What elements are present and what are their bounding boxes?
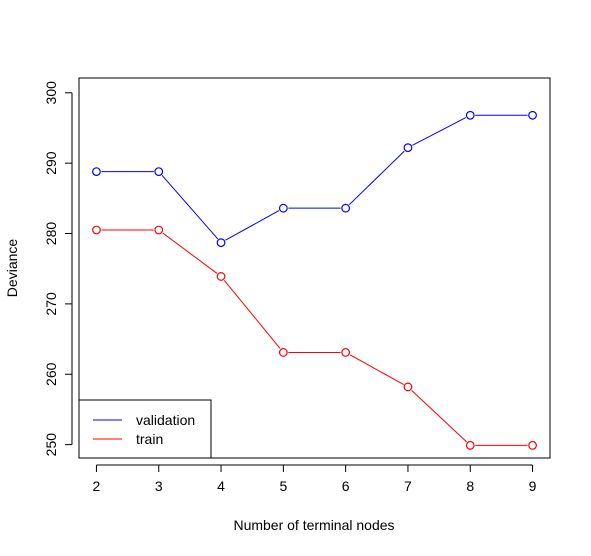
series-train: [92, 225, 537, 450]
train-point-7: [403, 382, 413, 392]
validation-segment-4: [348, 150, 405, 206]
legend-label-validation: validation: [136, 412, 195, 428]
x-tick-label-9: 9: [529, 478, 537, 494]
legend: validation train: [78, 399, 212, 459]
validation-segment-2: [225, 210, 280, 241]
x-tick-label-3: 3: [155, 478, 163, 494]
x-tick-label-2: 2: [93, 478, 101, 494]
x-tick-label-7: 7: [404, 478, 412, 494]
validation-point-8: [465, 110, 475, 120]
validation-point-4: [216, 238, 226, 248]
validation-segment-1: [161, 175, 219, 240]
validation-point-9: [528, 110, 537, 120]
train-point-2: [92, 225, 101, 235]
series-validation: [92, 110, 537, 248]
train-point-6: [341, 348, 351, 357]
plot-frame: [78, 77, 551, 459]
x-tick-label-6: 6: [342, 478, 350, 494]
train-segment-4: [349, 354, 404, 385]
train-point-4: [216, 272, 226, 281]
y-tick-label-300: 300: [43, 81, 59, 105]
x-axis: 2 3 4 5 6 7 8 9: [93, 464, 537, 494]
x-axis-label: Number of terminal nodes: [233, 517, 394, 533]
y-axis: 250 260 270 280 290 300: [43, 81, 73, 457]
x-tick-label-5: 5: [279, 478, 287, 494]
y-tick-label-270: 270: [43, 292, 59, 316]
train-segment-2: [223, 279, 281, 349]
train-point-8: [465, 440, 475, 450]
y-tick-label-290: 290: [43, 151, 59, 175]
validation-point-2: [92, 167, 101, 176]
validation-point-5: [278, 203, 288, 213]
train-point-9: [528, 440, 537, 450]
x-tick-label-4: 4: [217, 478, 225, 494]
train-point-5: [278, 348, 288, 357]
legend-label-train: train: [136, 431, 163, 447]
y-tick-label-260: 260: [43, 362, 59, 386]
train-segment-1: [162, 232, 218, 274]
validation-point-3: [154, 167, 164, 176]
series-layer: [92, 110, 537, 450]
train-point-3: [154, 225, 164, 235]
y-tick-label-250: 250: [43, 433, 59, 457]
y-tick-label-280: 280: [43, 222, 59, 246]
train-segment-5: [411, 389, 467, 443]
validation-point-7: [403, 143, 413, 153]
legend-box: [78, 399, 212, 459]
x-tick-label-8: 8: [466, 478, 474, 494]
validation-segment-5: [412, 117, 467, 146]
y-axis-label: Deviance: [4, 239, 20, 298]
validation-point-6: [341, 203, 351, 213]
